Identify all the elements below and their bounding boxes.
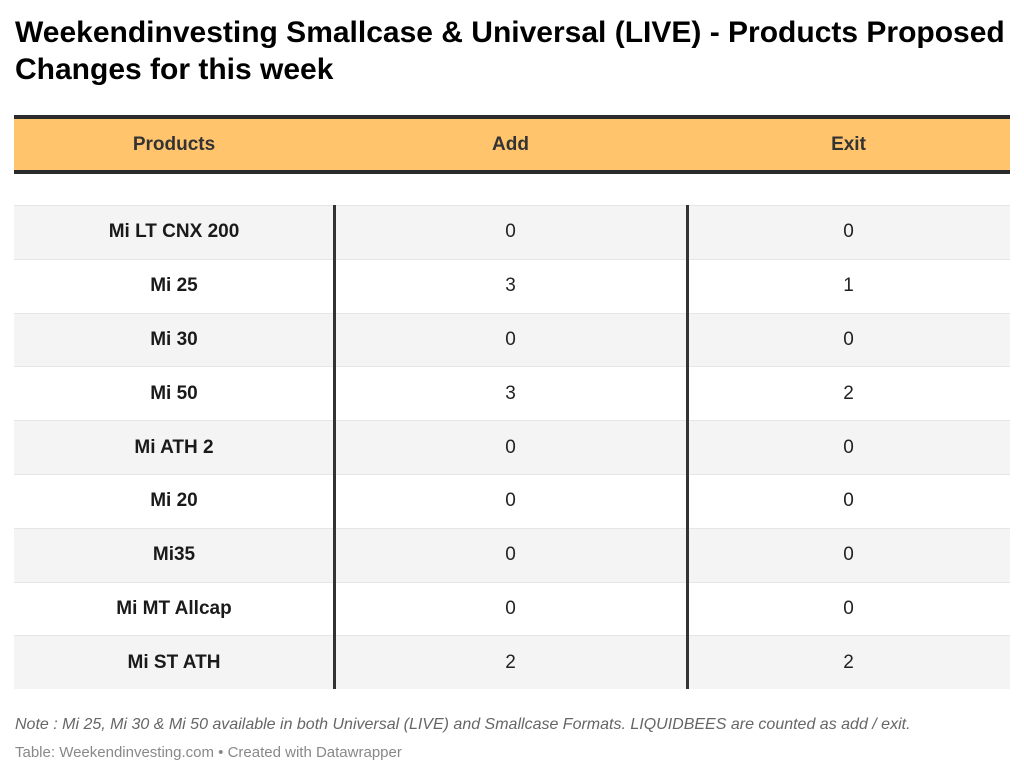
data-table: Products Add Exit Mi LT CNX 200 0 0 Mi 25 3 1… bbox=[14, 115, 1010, 690]
header-bottom-rule bbox=[14, 170, 1010, 174]
column-header-exit[interactable]: Exit bbox=[831, 133, 866, 155]
add-count-cell: 3 bbox=[505, 275, 516, 297]
column-header-products[interactable]: Products bbox=[132, 133, 216, 155]
product-name-cell: Mi35 bbox=[152, 544, 196, 566]
table-row: Mi 20 0 0 bbox=[14, 473, 1010, 528]
add-count-cell: 0 bbox=[505, 221, 516, 243]
product-name-cell: Mi 20 bbox=[150, 490, 198, 512]
header-spacer bbox=[14, 174, 1010, 205]
exit-count-cell: 0 bbox=[843, 490, 854, 512]
column-divider-products bbox=[333, 205, 336, 690]
table-row: Mi 30 0 0 bbox=[14, 312, 1010, 367]
add-count-cell: 0 bbox=[505, 490, 516, 512]
exit-count-cell: 0 bbox=[843, 328, 854, 350]
exit-count-cell: 0 bbox=[843, 544, 854, 566]
product-name-cell: Mi 25 bbox=[150, 275, 198, 297]
column-header-add[interactable]: Add bbox=[492, 133, 529, 155]
table-row: Mi35 0 0 bbox=[14, 527, 1010, 582]
add-count-cell: 0 bbox=[505, 597, 516, 619]
add-count-cell: 3 bbox=[505, 382, 516, 404]
add-count-cell: 2 bbox=[505, 651, 516, 673]
product-name-cell: Mi 30 bbox=[150, 328, 198, 350]
exit-count-cell: 0 bbox=[843, 597, 854, 619]
table-title: Weekendinvesting Smallcase & Universal (… bbox=[15, 16, 1005, 86]
column-divider-add bbox=[686, 205, 689, 690]
table-row: Mi LT CNX 200 0 0 bbox=[14, 205, 1010, 259]
table-row: Mi 25 3 1 bbox=[14, 258, 1010, 313]
exit-count-cell: 2 bbox=[843, 651, 854, 673]
exit-count-cell: 0 bbox=[843, 221, 854, 243]
table-row: Mi ST ATH 2 2 bbox=[14, 635, 1010, 690]
exit-count-cell: 0 bbox=[843, 436, 854, 458]
product-name-cell: Mi 50 bbox=[150, 382, 198, 404]
table-credit: Table: Weekendinvesting.com • Created wi… bbox=[15, 744, 402, 761]
product-name-cell: Mi ATH 2 bbox=[134, 436, 214, 458]
table-note: Note : Mi 25, Mi 30 & Mi 50 available in… bbox=[15, 716, 911, 733]
table-body: Mi LT CNX 200 0 0 Mi 25 3 1 Mi 30 0 0 Mi 50 3 2 Mi A… bbox=[14, 205, 1010, 690]
add-count-cell: 0 bbox=[505, 436, 516, 458]
product-name-cell: Mi LT CNX 200 bbox=[108, 221, 240, 243]
table-row: Mi 50 3 2 bbox=[14, 366, 1010, 421]
product-name-cell: Mi MT Allcap bbox=[116, 597, 232, 619]
header-top-rule bbox=[14, 115, 1010, 119]
add-count-cell: 0 bbox=[505, 544, 516, 566]
exit-count-cell: 2 bbox=[843, 382, 854, 404]
table-row: Mi MT Allcap 0 0 bbox=[14, 581, 1010, 636]
product-name-cell: Mi ST ATH bbox=[127, 651, 221, 673]
add-count-cell: 0 bbox=[505, 328, 516, 350]
exit-count-cell: 1 bbox=[843, 275, 854, 297]
table-header: Products Add Exit bbox=[14, 119, 1010, 170]
table-row: Mi ATH 2 0 0 bbox=[14, 420, 1010, 474]
